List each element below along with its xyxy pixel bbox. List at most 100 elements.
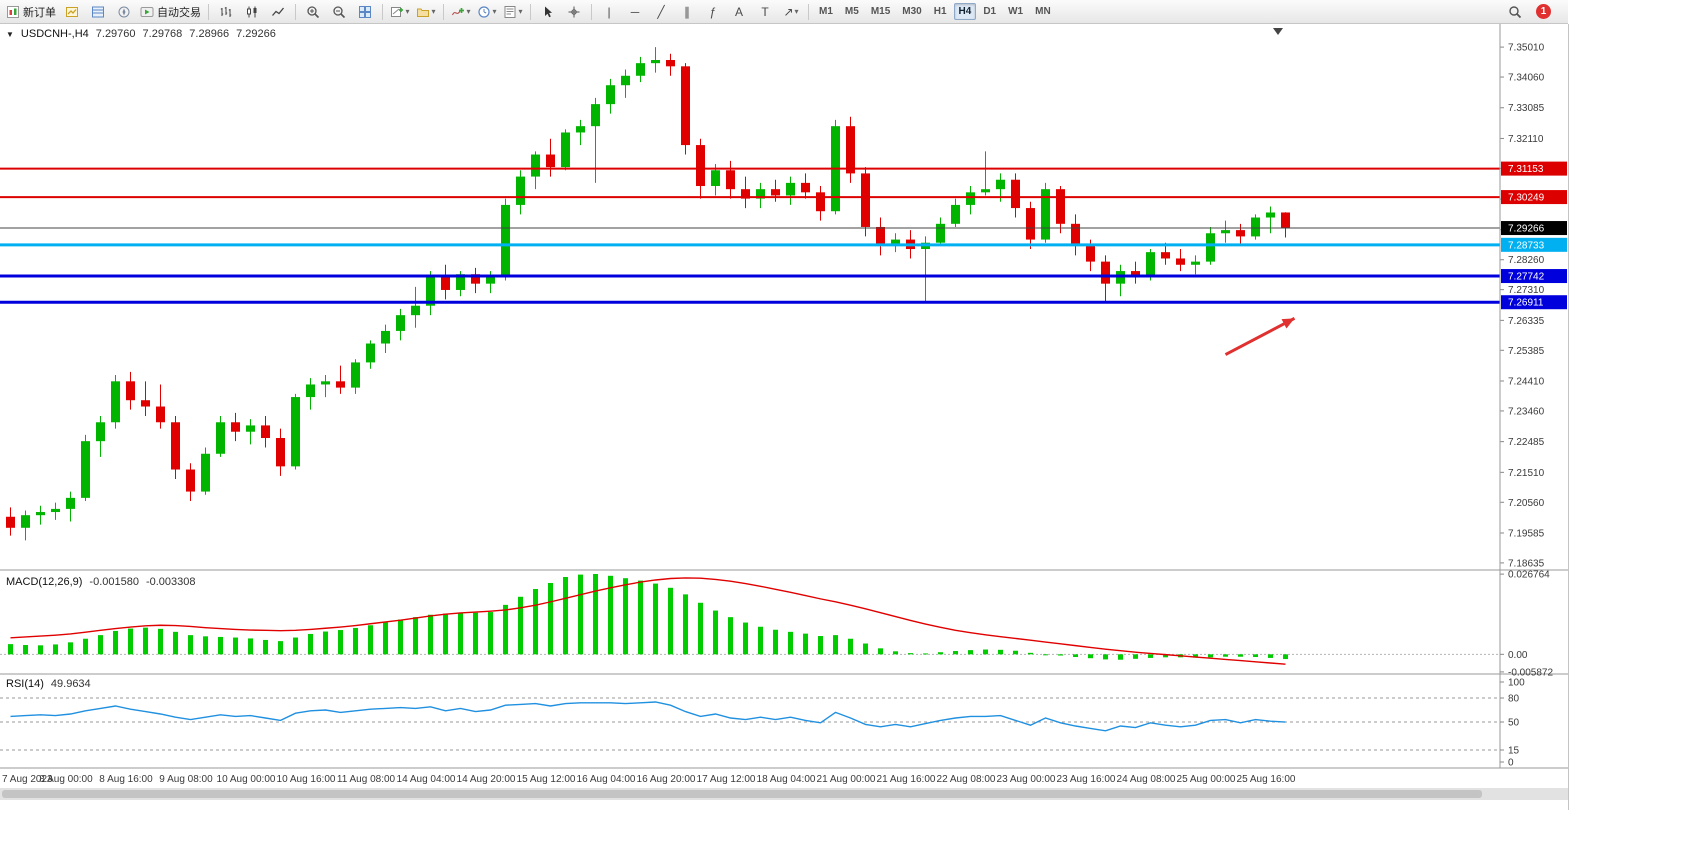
bar-chart-button[interactable] — [214, 2, 238, 22]
price-level-badge-label: 7.26911 — [1508, 298, 1544, 309]
horizontal-line-button[interactable]: ─ — [623, 2, 647, 22]
time-axis-label: 10 Aug 00:00 — [217, 774, 276, 785]
auto-trading-button[interactable]: 自动交易 — [138, 2, 203, 22]
line-chart-button[interactable] — [266, 2, 290, 22]
timeframe-m5-button[interactable]: M5 — [844, 6, 859, 17]
macd-histogram-bar — [638, 580, 643, 655]
macd-histogram-bar — [1283, 654, 1288, 660]
toolbar-separator — [808, 3, 809, 20]
data-window-button[interactable] — [86, 2, 110, 22]
tile-windows-button[interactable] — [353, 2, 377, 22]
rsi-tick-label: 0 — [1508, 758, 1514, 769]
macd-histogram-bar — [533, 588, 538, 655]
text-button[interactable]: A — [727, 2, 751, 22]
candle-body — [951, 204, 960, 224]
navigator-button[interactable] — [112, 2, 136, 22]
timeframe-mn-button[interactable]: MN — [1035, 6, 1051, 17]
candle-body — [531, 154, 540, 177]
channel-icon: ∥ — [684, 4, 690, 19]
toolbar-separator — [208, 3, 209, 20]
market-watch-button[interactable] — [60, 2, 84, 22]
h-scrollbar-thumb[interactable] — [2, 790, 1482, 798]
text-label-button[interactable]: T — [753, 2, 777, 22]
chart-shift-marker[interactable] — [1273, 28, 1283, 35]
fibonacci-button[interactable]: ƒ — [701, 2, 725, 22]
macd-histogram-bar — [818, 636, 823, 655]
candle-body — [381, 330, 390, 344]
macd-histogram-bar — [473, 612, 478, 655]
macd-histogram-bar — [968, 650, 973, 655]
macd-histogram-bar — [158, 628, 163, 655]
macd-histogram-bar — [308, 633, 313, 655]
macd-histogram-bar — [173, 631, 178, 655]
profiles-button[interactable]: ▾ — [414, 2, 438, 22]
toolbar-right-group: 1 — [1502, 2, 1551, 22]
trend-arrow[interactable] — [1224, 316, 1296, 356]
price-level-badge-label: 7.31153 — [1508, 164, 1544, 175]
candle-body — [1161, 252, 1170, 259]
price-tick-label: 7.21510 — [1508, 468, 1545, 479]
timeframe-h1-button[interactable]: H1 — [933, 6, 947, 17]
macd-histogram-bar — [443, 613, 448, 655]
crosshair-button[interactable] — [562, 2, 586, 22]
timeframe-m30-button[interactable]: M30 — [902, 6, 922, 17]
macd-histogram-bar — [1013, 650, 1018, 655]
candle-body — [666, 60, 675, 67]
macd-histogram-bar — [698, 602, 703, 655]
search-button[interactable] — [1503, 2, 1527, 22]
zoom-out-button[interactable] — [327, 2, 351, 22]
candle-body — [306, 384, 315, 398]
periods-button[interactable]: ▾ — [475, 2, 499, 22]
macd-histogram-bar — [878, 648, 883, 655]
price-chart[interactable]: 7.350107.340607.330857.321107.311607.301… — [0, 24, 1568, 802]
one-click-trading-toggle[interactable]: ▼ — [6, 29, 14, 39]
trendline-button[interactable]: ╱ — [649, 2, 673, 22]
timeframe-d1-button[interactable]: D1 — [983, 6, 997, 17]
new-order-button[interactable]: 新订单 — [4, 2, 58, 22]
cursor-icon — [545, 6, 552, 17]
macd-histogram-bar — [323, 631, 328, 655]
candle-body — [981, 189, 990, 193]
notification-badge[interactable]: 1 — [1536, 4, 1551, 19]
timeframe-m1-button[interactable]: M1 — [819, 6, 833, 17]
auto-trading-icon — [140, 6, 154, 17]
macd-histogram-bar — [938, 652, 943, 655]
zoom-out-icon — [333, 5, 346, 18]
candle-body — [546, 154, 555, 168]
time-axis-label: 14 Aug 20:00 — [457, 774, 516, 785]
candle-body — [216, 422, 225, 454]
macd-signal-line — [10, 577, 1286, 665]
macd-tick-label: -0.005872 — [1508, 667, 1553, 678]
price-tick-label: 7.20560 — [1508, 498, 1545, 509]
zoom-in-button[interactable] — [301, 2, 325, 22]
new-chart-button[interactable]: ▾ — [388, 2, 412, 22]
candle-body — [441, 277, 450, 290]
candle-body — [411, 305, 420, 316]
macd-histogram-bar — [608, 575, 613, 655]
timeframe-w1-button[interactable]: W1 — [1008, 6, 1024, 17]
price-tick-label: 7.35010 — [1508, 43, 1545, 54]
macd-histogram-bar — [788, 631, 793, 655]
vertical-line-icon: | — [607, 4, 611, 19]
time-axis-label: 17 Aug 12:00 — [697, 774, 756, 785]
candle-body — [1041, 189, 1050, 240]
vertical-line-button[interactable]: | — [597, 2, 621, 22]
arrows-button[interactable]: ↗ ▾ — [779, 2, 803, 22]
macd-histogram-bar — [398, 619, 403, 655]
macd-histogram-bar — [413, 617, 418, 655]
cursor-button[interactable] — [536, 2, 560, 22]
macd-histogram-bar — [68, 642, 73, 655]
timeframe-h4-button[interactable]: H4 — [953, 3, 977, 20]
new-order-label: 新订单 — [23, 6, 56, 19]
timeframe-m15-button[interactable]: M15 — [870, 6, 891, 17]
candle-body — [1131, 271, 1140, 278]
candle-body — [636, 63, 645, 76]
templates-button[interactable]: ▾ — [501, 2, 525, 22]
macd-histogram-bar — [38, 645, 43, 655]
indicators-button[interactable]: ▾ — [449, 2, 473, 22]
candle-body — [651, 60, 660, 64]
candlestick-chart-button[interactable] — [240, 2, 264, 22]
channel-button[interactable]: ∥ — [675, 2, 699, 22]
candle-body — [246, 425, 255, 432]
